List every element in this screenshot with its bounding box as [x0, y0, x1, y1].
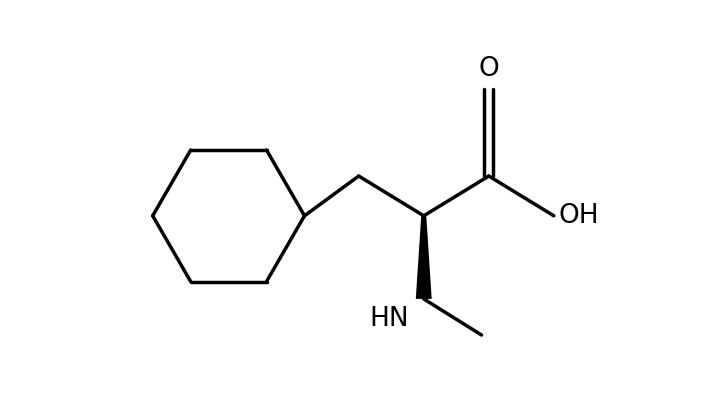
Text: OH: OH [559, 203, 600, 229]
Text: O: O [478, 56, 499, 82]
Polygon shape [416, 216, 432, 299]
Text: HN: HN [370, 306, 409, 332]
